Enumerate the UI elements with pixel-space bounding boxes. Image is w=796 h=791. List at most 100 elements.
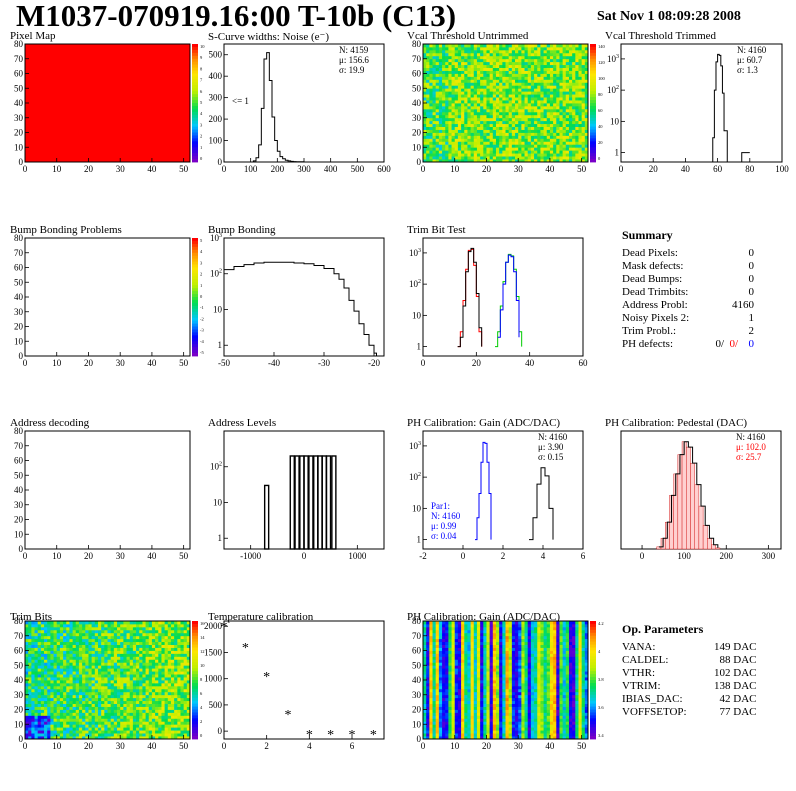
heatmap-cell xyxy=(496,100,500,103)
heatmap-cell xyxy=(540,118,544,121)
heatmap-cell xyxy=(47,724,51,727)
heatmap-cell xyxy=(38,712,42,715)
heatmap-cell xyxy=(474,50,478,53)
heatmap-cell xyxy=(38,668,42,671)
heatmap-cell xyxy=(82,710,86,713)
heatmap-cell xyxy=(79,686,83,689)
heatmap-cell xyxy=(98,674,102,677)
heatmap-cell xyxy=(445,121,449,124)
heatmap-cell xyxy=(436,121,440,124)
heatmap-cell xyxy=(123,648,127,651)
heatmap-cell xyxy=(76,668,80,671)
heatmap-cell xyxy=(73,677,77,680)
heatmap-cell xyxy=(79,727,83,730)
palette-cell xyxy=(192,144,198,147)
heatmap-cell xyxy=(171,653,175,656)
heatmap-cell xyxy=(168,642,172,645)
palette-cell xyxy=(192,730,198,733)
heatmap-cell xyxy=(467,147,471,150)
heatmap-cell xyxy=(578,121,582,124)
palette-tick-label: 60 xyxy=(598,108,603,113)
heatmap-cell xyxy=(534,59,538,62)
heatmap-cell xyxy=(534,147,538,150)
heatmap-cell xyxy=(467,730,471,733)
heatmap-cell xyxy=(168,727,172,730)
heatmap-cell xyxy=(464,91,468,94)
palette-tick-label: 14 xyxy=(200,635,205,640)
heatmap-cell xyxy=(540,730,544,733)
heatmap-cell xyxy=(130,662,134,665)
heatmap-cell xyxy=(452,56,456,59)
heatmap-cell xyxy=(578,727,582,730)
heatmap-cell xyxy=(477,53,481,56)
heatmap-cell xyxy=(184,689,188,692)
heatmap-cell xyxy=(139,701,143,704)
heatmap-cell xyxy=(95,721,99,724)
heatmap-cell xyxy=(502,44,506,47)
heatmap-cell xyxy=(95,630,99,633)
heatmap-cell xyxy=(426,153,430,156)
heatmap-cell xyxy=(445,130,449,133)
palette-cell xyxy=(590,44,596,47)
heatmap-cell xyxy=(117,704,121,707)
palette-cell xyxy=(192,645,198,648)
heatmap-cell xyxy=(515,65,519,68)
heatmap-cell xyxy=(104,677,108,680)
y-tick-exponent: 3 xyxy=(418,441,421,447)
heatmap-cell xyxy=(120,656,124,659)
y-tick-label: 1 xyxy=(615,148,620,158)
heatmap-cell xyxy=(477,138,481,141)
heatmap-cell xyxy=(69,680,73,683)
heatmap-cell xyxy=(547,71,551,74)
histogram-bin xyxy=(712,545,716,549)
heatmap-cell xyxy=(158,689,162,692)
heatmap-cell xyxy=(50,680,54,683)
heatmap-cell xyxy=(149,653,153,656)
heatmap-cell xyxy=(537,138,541,141)
heatmap-cell xyxy=(161,730,165,733)
heatmap-cell xyxy=(101,651,105,654)
heatmap-cell xyxy=(177,668,181,671)
heatmap-cell xyxy=(471,109,475,112)
heatmap-cell xyxy=(146,715,150,718)
heatmap-cell xyxy=(534,94,538,97)
heatmap-cell xyxy=(486,71,490,74)
heatmap-cell xyxy=(575,65,579,68)
heatmap-cell xyxy=(35,651,39,654)
heatmap-cell xyxy=(544,100,548,103)
heatmap-cell xyxy=(569,138,573,141)
heatmap-cell xyxy=(582,150,586,153)
heatmap-cell xyxy=(566,150,570,153)
heatmap-cell xyxy=(38,671,42,674)
heatmap-cell xyxy=(550,56,554,59)
heatmap-cell xyxy=(493,133,497,136)
heatmap-cell xyxy=(553,65,557,68)
palette-cell xyxy=(192,288,198,291)
palette-tick-label: -3 xyxy=(200,328,204,333)
heatmap-cell xyxy=(108,680,112,683)
heatmap-cell xyxy=(458,150,462,153)
heatmap-cell xyxy=(85,710,89,713)
heatmap-cell xyxy=(111,677,115,680)
heatmap-cell xyxy=(493,88,497,91)
heatmap-cell xyxy=(82,621,86,624)
heatmap-cell xyxy=(171,733,175,736)
heatmap-cell xyxy=(98,662,102,665)
heatmap-cell xyxy=(117,624,121,627)
heatmap-cell xyxy=(569,76,573,79)
heatmap-cell xyxy=(452,59,456,62)
y-tick-label: 10 xyxy=(14,719,24,729)
heatmap-cell xyxy=(578,100,582,103)
heatmap-cell xyxy=(499,112,503,115)
heatmap-cell xyxy=(572,65,576,68)
heatmap-cell xyxy=(439,121,443,124)
heatmap-cell xyxy=(108,733,112,736)
heatmap-cell xyxy=(483,153,487,156)
heatmap-cell xyxy=(114,701,118,704)
heatmap-cell xyxy=(146,671,150,674)
heatmap-cell xyxy=(161,624,165,627)
heatmap-cell xyxy=(35,674,39,677)
heatmap-cell xyxy=(123,662,127,665)
palette-cell xyxy=(192,159,198,162)
